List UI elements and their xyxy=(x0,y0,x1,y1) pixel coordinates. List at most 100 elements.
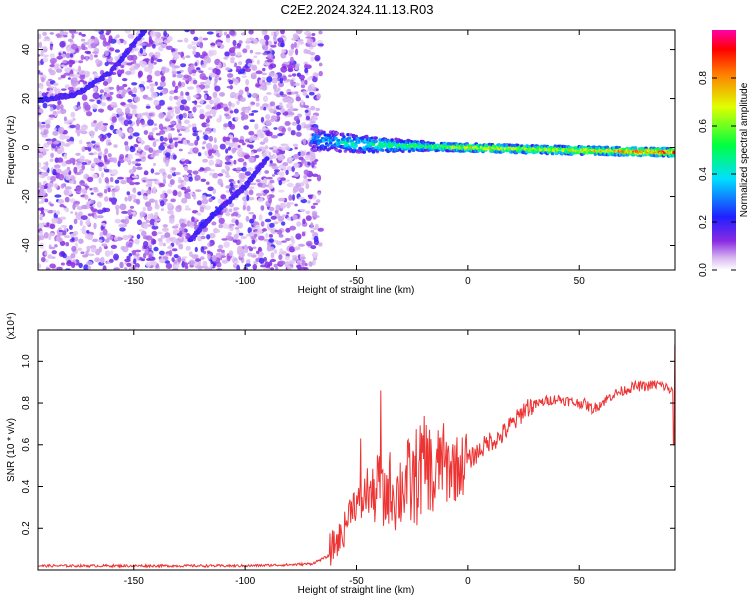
noise-blob xyxy=(38,222,43,229)
noise-blob xyxy=(83,101,89,108)
noise-blob xyxy=(295,131,302,137)
noise-blob xyxy=(69,60,76,64)
noise-blob xyxy=(101,243,108,247)
noise-blob xyxy=(59,204,65,208)
noise-blob xyxy=(72,203,76,211)
noise-blob xyxy=(273,249,278,254)
noise-blob xyxy=(65,174,71,181)
noise-blob xyxy=(41,76,45,83)
noise-blob xyxy=(44,119,51,126)
noise-blob xyxy=(58,126,65,134)
noise-blob xyxy=(102,123,109,126)
noise-blob xyxy=(208,51,214,57)
noise-blob xyxy=(42,31,47,36)
noise-blob xyxy=(248,113,253,116)
noise-blob xyxy=(281,75,287,81)
noise-blob xyxy=(191,69,197,74)
noise-blob xyxy=(251,239,256,245)
noise-blob xyxy=(63,153,68,160)
spectrogram-marks xyxy=(38,30,675,270)
noise-blob xyxy=(154,36,158,44)
noise-blob xyxy=(304,63,308,70)
noise-blob xyxy=(156,231,163,235)
noise-blob xyxy=(158,45,164,52)
noise-blob xyxy=(223,123,229,128)
noise-blob xyxy=(296,124,302,131)
noise-blob xyxy=(192,147,199,154)
noise-blob xyxy=(199,206,205,213)
noise-blob xyxy=(105,133,112,136)
noise-blob xyxy=(140,120,145,125)
noise-blob xyxy=(311,173,319,177)
noise-blob xyxy=(89,99,95,102)
noise-blob xyxy=(280,66,288,73)
noise-blob xyxy=(129,123,134,127)
noise-blob xyxy=(261,30,268,36)
noise-blob xyxy=(171,248,178,252)
noise-blob xyxy=(124,30,131,34)
noise-blob xyxy=(263,34,270,41)
noise-blob xyxy=(198,169,204,172)
noise-blob xyxy=(48,232,55,237)
noise-blob xyxy=(315,57,320,61)
noise-blob xyxy=(270,252,275,259)
noise-blob xyxy=(209,99,214,105)
noise-blob xyxy=(247,197,255,201)
noise-blob xyxy=(43,208,50,212)
noise-blob xyxy=(248,156,255,164)
noise-blob xyxy=(173,89,178,93)
noise-blob xyxy=(192,106,197,113)
noise-blob xyxy=(205,79,212,86)
noise-blob xyxy=(111,201,117,205)
noise-blob xyxy=(114,218,122,224)
signal-blob xyxy=(342,135,346,139)
noise-blob xyxy=(246,259,251,264)
noise-blob xyxy=(63,235,71,239)
noise-blob xyxy=(215,158,221,164)
noise-blob xyxy=(113,144,118,148)
noise-blob xyxy=(172,189,178,196)
x-tick-label: 50 xyxy=(574,576,586,587)
noise-blob xyxy=(234,62,238,67)
noise-blob xyxy=(154,218,161,222)
noise-blob xyxy=(38,161,42,168)
noise-blob xyxy=(282,96,290,103)
noise-blob xyxy=(108,62,115,65)
noise-blob xyxy=(90,192,94,195)
noise-blob xyxy=(245,215,250,222)
noise-blob xyxy=(134,152,141,156)
noise-blob xyxy=(139,42,147,46)
noise-blob xyxy=(287,265,293,270)
noise-blob xyxy=(180,91,184,97)
noise-blob xyxy=(116,107,123,115)
noise-blob xyxy=(256,148,262,152)
noise-blob xyxy=(198,261,202,266)
noise-blob xyxy=(41,197,45,204)
noise-blob xyxy=(238,61,243,66)
noise-blob xyxy=(290,79,294,87)
noise-blob xyxy=(78,70,86,75)
noise-blob xyxy=(48,114,55,118)
noise-blob xyxy=(55,104,61,111)
noise-blob xyxy=(270,258,276,263)
noise-blob xyxy=(146,189,152,195)
noise-blob xyxy=(129,67,134,71)
signal-blob xyxy=(327,147,332,151)
signal-blob xyxy=(314,144,318,149)
noise-blob xyxy=(104,50,109,57)
noise-blob xyxy=(83,264,89,270)
noise-blob xyxy=(278,180,283,186)
noise-blob xyxy=(85,220,91,226)
noise-blob xyxy=(52,209,57,214)
noise-blob xyxy=(200,246,205,253)
noise-blob xyxy=(237,44,241,49)
y-tick-label: 0.2 xyxy=(21,521,32,535)
noise-blob xyxy=(227,73,234,78)
noise-blob xyxy=(232,39,237,47)
signal-blob xyxy=(360,136,365,140)
noise-blob xyxy=(273,127,278,130)
noise-blob xyxy=(269,118,275,123)
noise-blob xyxy=(199,99,204,104)
noise-blob xyxy=(281,49,287,54)
noise-blob xyxy=(229,182,234,188)
